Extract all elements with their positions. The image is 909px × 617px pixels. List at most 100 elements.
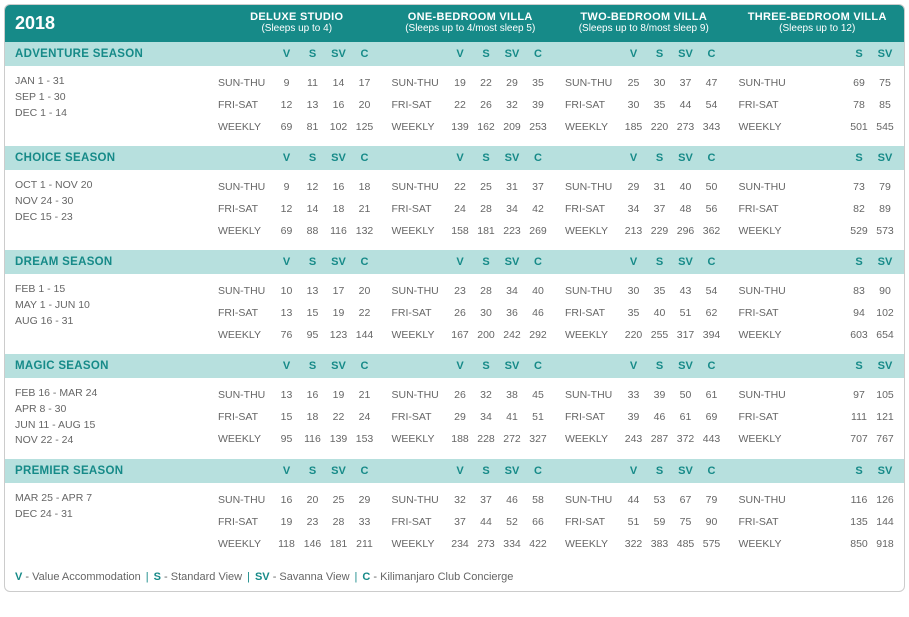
view-code: SV bbox=[499, 360, 525, 372]
points-values: 16202529 bbox=[274, 494, 378, 506]
points-value: 73 bbox=[846, 181, 872, 193]
points-value: 40 bbox=[647, 307, 673, 319]
points-values: 94102 bbox=[846, 307, 898, 319]
season-header: CHOICE SEASONVSSVCVSSVCVSSVCSSV bbox=[5, 146, 904, 170]
points-value: 59 bbox=[647, 516, 673, 528]
points-value: 75 bbox=[673, 516, 699, 528]
points-value: 25 bbox=[326, 494, 352, 506]
points-row: FRI-SAT34374856 bbox=[563, 198, 725, 220]
period-label: WEEKLY bbox=[390, 538, 448, 550]
date-range: MAY 1 - JUN 10 bbox=[15, 298, 200, 314]
points-value: 61 bbox=[699, 389, 725, 401]
points-value: 343 bbox=[699, 121, 725, 133]
view-headers: SSV bbox=[731, 146, 905, 170]
points-value: 144 bbox=[352, 329, 378, 341]
room-block: SUN-THU23283440FRI-SAT26303646WEEKLY1672… bbox=[384, 280, 558, 346]
view-code: C bbox=[525, 360, 551, 372]
season-name: CHOICE SEASON bbox=[5, 146, 210, 170]
points-value: 767 bbox=[872, 433, 898, 445]
points-value: 253 bbox=[525, 121, 551, 133]
points-value: 36 bbox=[499, 307, 525, 319]
points-values: 25303747 bbox=[621, 77, 725, 89]
view-code: V bbox=[447, 256, 473, 268]
view-code: S bbox=[846, 465, 872, 477]
view-code: SV bbox=[673, 152, 699, 164]
points-value: 12 bbox=[300, 181, 326, 193]
period-label: SUN-THU bbox=[216, 77, 274, 89]
points-row: FRI-SAT94102 bbox=[737, 302, 899, 324]
points-row: WEEKLY167200242292 bbox=[390, 324, 552, 346]
view-code: S bbox=[846, 360, 872, 372]
points-value: 37 bbox=[447, 516, 473, 528]
points-value: 81 bbox=[300, 121, 326, 133]
points-value: 54 bbox=[699, 99, 725, 111]
view-code: S bbox=[473, 465, 499, 477]
points-values: 29314050 bbox=[621, 181, 725, 193]
period-label: FRI-SAT bbox=[216, 516, 274, 528]
points-value: 15 bbox=[300, 307, 326, 319]
points-row: SUN-THU6975 bbox=[737, 72, 899, 94]
points-value: 39 bbox=[621, 411, 647, 423]
points-value: 61 bbox=[673, 411, 699, 423]
points-row: FRI-SAT111121 bbox=[737, 406, 899, 428]
points-value: 69 bbox=[274, 225, 300, 237]
view-code: SV bbox=[673, 465, 699, 477]
date-range: NOV 24 - 30 bbox=[15, 194, 200, 210]
points-value: 322 bbox=[621, 538, 647, 550]
points-values: 6975 bbox=[846, 77, 898, 89]
room-block: SUN-THU30354354FRI-SAT35405162WEEKLY2202… bbox=[557, 280, 731, 346]
period-label: FRI-SAT bbox=[737, 307, 847, 319]
room-block: SUN-THU16202529FRI-SAT19232833WEEKLY1181… bbox=[210, 489, 384, 555]
points-value: 125 bbox=[352, 121, 378, 133]
points-values: 22253137 bbox=[447, 181, 551, 193]
points-value: 75 bbox=[872, 77, 898, 89]
points-value: 22 bbox=[352, 307, 378, 319]
points-value: 35 bbox=[525, 77, 551, 89]
period-label: WEEKLY bbox=[737, 538, 847, 550]
period-label: FRI-SAT bbox=[737, 99, 847, 111]
period-label: WEEKLY bbox=[390, 121, 448, 133]
points-value: 17 bbox=[352, 77, 378, 89]
view-code: S bbox=[300, 256, 326, 268]
room-type-sub: (Sleeps up to 4/most sleep 5) bbox=[388, 23, 554, 34]
points-value: 287 bbox=[647, 433, 673, 445]
points-value: 23 bbox=[300, 516, 326, 528]
points-value: 19 bbox=[326, 389, 352, 401]
period-label: WEEKLY bbox=[216, 225, 274, 237]
points-value: 26 bbox=[447, 307, 473, 319]
points-values: 97105 bbox=[846, 389, 898, 401]
period-label: FRI-SAT bbox=[737, 411, 847, 423]
period-label: SUN-THU bbox=[737, 181, 847, 193]
points-values: 37445266 bbox=[447, 516, 551, 528]
points-value: 272 bbox=[499, 433, 525, 445]
points-value: 23 bbox=[447, 285, 473, 297]
points-row: FRI-SAT15182224 bbox=[216, 406, 378, 428]
legend-value: - Standard View bbox=[161, 571, 242, 583]
period-label: FRI-SAT bbox=[216, 203, 274, 215]
points-value: 317 bbox=[673, 329, 699, 341]
points-value: 52 bbox=[499, 516, 525, 528]
points-values: 9121618 bbox=[274, 181, 378, 193]
points-row: SUN-THU29314050 bbox=[563, 176, 725, 198]
points-value: 95 bbox=[300, 329, 326, 341]
view-code: S bbox=[647, 48, 673, 60]
points-value: 28 bbox=[473, 285, 499, 297]
points-value: 269 bbox=[525, 225, 551, 237]
points-value: 15 bbox=[274, 411, 300, 423]
points-row: SUN-THU22253137 bbox=[390, 176, 552, 198]
period-label: SUN-THU bbox=[390, 389, 448, 401]
points-value: 25 bbox=[473, 181, 499, 193]
points-value: 44 bbox=[473, 516, 499, 528]
period-label: WEEKLY bbox=[390, 433, 448, 445]
points-row: FRI-SAT29344151 bbox=[390, 406, 552, 428]
season-body: OCT 1 - NOV 20NOV 24 - 30DEC 15 - 23SUN-… bbox=[5, 170, 904, 250]
points-value: 46 bbox=[499, 494, 525, 506]
points-value: 34 bbox=[499, 203, 525, 215]
season-dates: JAN 1 - 31SEP 1 - 30DEC 1 - 14 bbox=[5, 72, 210, 138]
view-code: S bbox=[300, 152, 326, 164]
points-value: 18 bbox=[352, 181, 378, 193]
period-label: WEEKLY bbox=[390, 329, 448, 341]
room-block: SUN-THU9121618FRI-SAT12141821WEEKLY69881… bbox=[210, 176, 384, 242]
view-code: V bbox=[621, 152, 647, 164]
points-value: 50 bbox=[673, 389, 699, 401]
